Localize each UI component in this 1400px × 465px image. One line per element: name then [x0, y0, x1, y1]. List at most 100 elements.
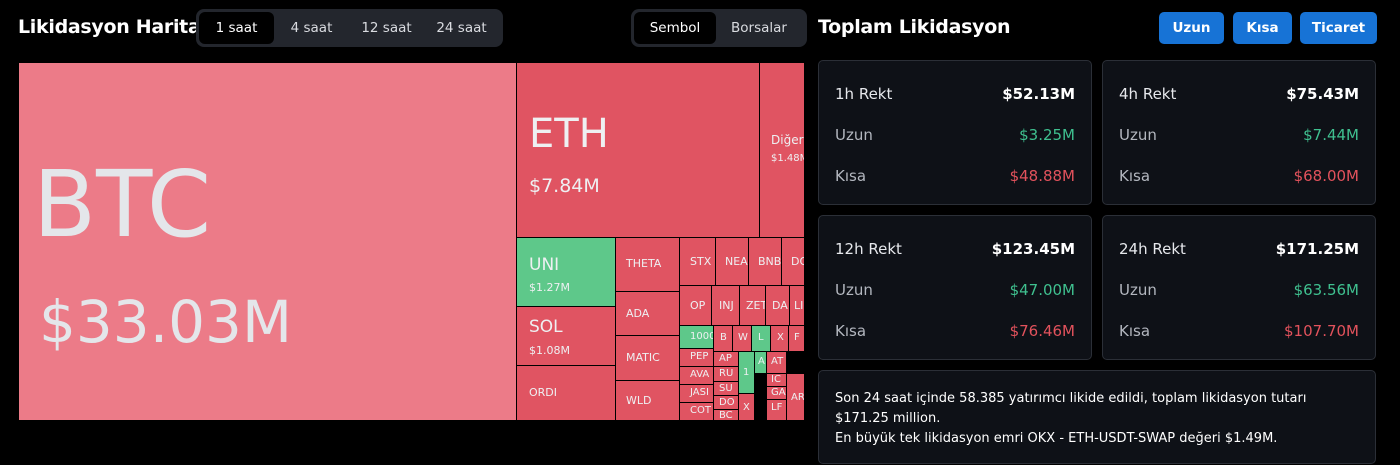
period-label: 1h Rekt	[835, 85, 893, 103]
liquidation-summary: Son 24 saat içinde 58.385 yatırımcı liki…	[818, 370, 1376, 464]
tile-symbol: LF	[771, 402, 783, 413]
treemap-tile-ordi[interactable]: ORDI	[517, 366, 616, 421]
treemap-tile-sol[interactable]: SOL $1.08M	[517, 307, 616, 366]
treemap-tile-do[interactable]: DO	[714, 396, 739, 410]
treemap-tile-btc[interactable]: BTC $33.03M	[19, 63, 517, 421]
tile-symbol: BC	[719, 410, 733, 421]
treemap-tile-cot[interactable]: COT	[680, 403, 714, 421]
tile-symbol: AR	[791, 392, 805, 403]
tile-value: $1.08M	[529, 344, 570, 357]
tab-1-saat[interactable]: 1 saat	[199, 12, 274, 44]
treemap-tile-ru[interactable]: RU	[714, 367, 739, 382]
treemap-tile-1000[interactable]: 1000	[680, 326, 714, 349]
treemap-tile-bc[interactable]: BC	[714, 410, 739, 421]
time-range-tabs: 1 saat 4 saat 12 saat 24 saat	[196, 9, 503, 47]
tile-value: $1.48M	[771, 153, 805, 164]
treemap-tile-f[interactable]: F	[789, 326, 805, 352]
treemap-tile-ar[interactable]: AR	[787, 374, 805, 421]
treemap-tile-matic[interactable]: MATIC	[616, 336, 680, 381]
stat-card-1h: 1h Rekt $52.13M Uzun $3.25M Kısa $48.88M	[818, 60, 1092, 205]
tile-value: $33.03M	[39, 288, 292, 356]
treemap-tile-at[interactable]: AT	[767, 352, 787, 374]
tab-borsalar[interactable]: Borsalar	[731, 20, 787, 36]
treemap-tile-inj[interactable]: INJ	[712, 286, 740, 326]
treemap-tile-li[interactable]: LI	[790, 286, 805, 326]
tab-sembol[interactable]: Sembol	[634, 12, 716, 44]
short-label: Kısa	[1119, 322, 1151, 340]
tab-12-saat[interactable]: 12 saat	[361, 20, 412, 36]
total-value: $171.25M	[1275, 240, 1359, 258]
treemap-tile-da[interactable]: DA	[766, 286, 790, 326]
short-value: $68.00M	[1293, 167, 1359, 185]
treemap-tile-ic[interactable]: IC	[767, 374, 787, 387]
tile-symbol: UNI	[529, 255, 560, 275]
long-label: Uzun	[835, 126, 873, 144]
treemap-tile-l[interactable]: L	[752, 326, 771, 352]
total-liquidation-title: Toplam Likidasyon	[818, 16, 1011, 38]
treemap-tile-jasi[interactable]: JASI	[680, 385, 714, 403]
period-label: 24h Rekt	[1119, 240, 1186, 258]
treemap-tile-uni[interactable]: UNI $1.27M	[517, 238, 616, 307]
short-button[interactable]: Kısa	[1233, 12, 1292, 44]
long-button[interactable]: Uzun	[1159, 12, 1224, 44]
treemap-tile-b[interactable]: B	[714, 326, 733, 352]
period-label: 4h Rekt	[1119, 85, 1177, 103]
treemap-tile-near[interactable]: NEAR	[716, 238, 749, 286]
stat-card-12h: 12h Rekt $123.45M Uzun $47.00M Kısa $76.46M	[818, 215, 1092, 360]
treemap-tile-ada[interactable]: ADA	[616, 292, 680, 336]
treemap-tile-wld[interactable]: WLD	[616, 381, 680, 421]
treemap-tile-ap[interactable]: AP	[714, 352, 739, 367]
page-title: Likidasyon Haritası	[18, 16, 218, 38]
tile-symbol: COT	[690, 405, 711, 416]
tab-4-saat[interactable]: 4 saat	[290, 20, 333, 36]
stat-card-4h: 4h Rekt $75.43M Uzun $7.44M Kısa $68.00M	[1102, 60, 1376, 205]
treemap-tile-theta[interactable]: THETA	[616, 238, 680, 292]
treemap-tile-a[interactable]: A	[755, 352, 767, 374]
treemap-tile-x[interactable]: X	[739, 394, 755, 421]
tile-symbol: DOGE	[791, 255, 804, 268]
tile-symbol: B	[720, 332, 727, 343]
treemap-tile-su[interactable]: SU	[714, 382, 739, 396]
tile-symbol: SU	[719, 383, 733, 394]
tile-symbol: BTC	[33, 151, 212, 258]
tile-symbol: ZETA	[746, 299, 766, 312]
treemap-tile-doge[interactable]: DOGE	[782, 238, 805, 286]
tile-symbol: PEP	[690, 351, 709, 362]
treemap-tile-dierleri[interactable]: Diğerleri $1.48M	[760, 63, 805, 238]
treemap-tile-lf[interactable]: LF	[767, 400, 787, 421]
short-value: $107.70M	[1284, 322, 1359, 340]
period-label: 12h Rekt	[835, 240, 902, 258]
treemap-tile-zeta[interactable]: ZETA	[740, 286, 766, 326]
short-value: $48.88M	[1009, 167, 1075, 185]
tile-symbol: L	[758, 332, 764, 343]
tile-symbol: STX	[690, 255, 712, 268]
treemap-tile-stx[interactable]: STX	[680, 238, 716, 286]
tile-symbol: OP	[690, 299, 706, 312]
tile-symbol: F	[794, 332, 800, 343]
treemap-tile-w[interactable]: W	[733, 326, 752, 352]
long-label: Uzun	[1119, 281, 1157, 299]
tab-24-saat[interactable]: 24 saat	[436, 20, 487, 36]
tile-symbol: AT	[771, 356, 784, 367]
treemap-tile-op[interactable]: OP	[680, 286, 712, 326]
short-label: Kısa	[835, 167, 867, 185]
treemap-tile-eth[interactable]: ETH $7.84M	[517, 63, 760, 238]
tile-symbol: ORDI	[529, 386, 558, 399]
treemap-tile-ga[interactable]: GA	[767, 387, 787, 400]
treemap-tile-x[interactable]: X	[771, 326, 789, 352]
trade-button[interactable]: Ticaret	[1300, 12, 1377, 44]
summary-line-2: En büyük tek likidasyon emri OKX - ETH-U…	[835, 431, 1278, 446]
tile-symbol: DO	[719, 397, 735, 408]
short-label: Kısa	[1119, 167, 1151, 185]
treemap-tile-pep[interactable]: PEP	[680, 349, 714, 367]
treemap-tile-bnb[interactable]: BNB	[749, 238, 782, 286]
tile-value: $7.84M	[529, 175, 600, 197]
tile-symbol: JASI	[690, 387, 709, 398]
tile-symbol: DA	[772, 299, 788, 312]
treemap-tile-1[interactable]: 1	[739, 352, 755, 394]
summary-line-1: Son 24 saat içinde 58.385 yatırımcı liki…	[835, 391, 1307, 426]
treemap-tile-ava[interactable]: AVA	[680, 367, 714, 385]
tile-symbol: AVA	[690, 369, 710, 380]
tile-symbol: IC	[771, 374, 781, 385]
tile-symbol: MATIC	[626, 351, 660, 364]
